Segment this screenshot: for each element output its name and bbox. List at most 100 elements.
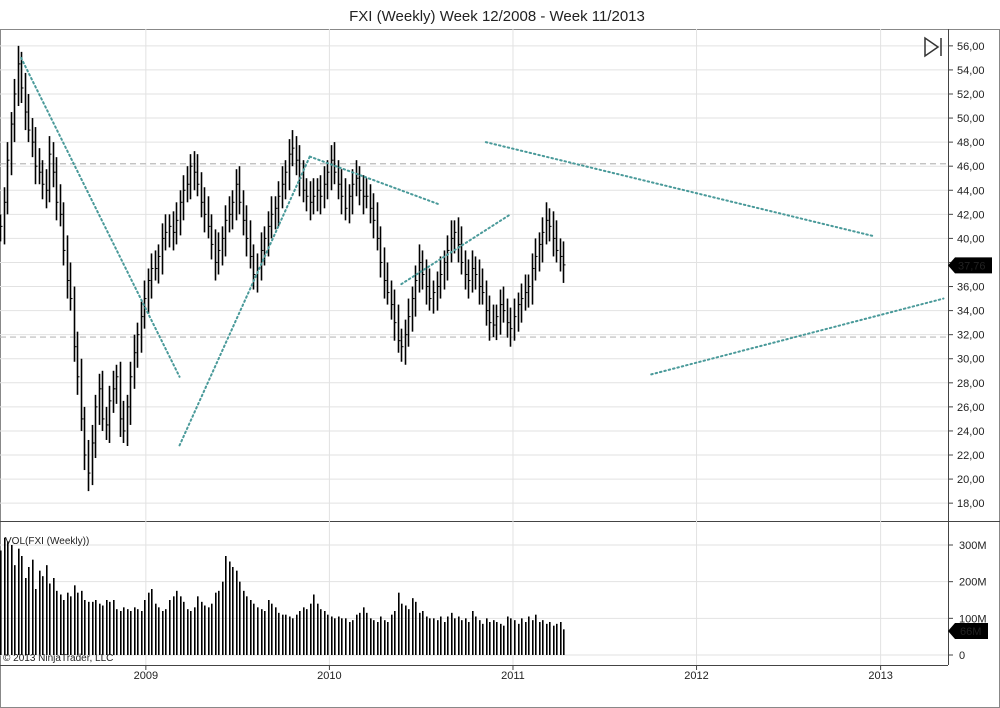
volume-bar <box>320 609 322 655</box>
time-tick-label: 2009 <box>134 670 158 682</box>
volume-bar <box>53 578 55 655</box>
volume-bar <box>510 618 512 655</box>
scroll-to-end-icon[interactable] <box>924 36 942 58</box>
volume-bar <box>253 603 255 655</box>
volume-bar <box>144 600 146 655</box>
price-tick-label: 56,00 <box>957 41 985 53</box>
volume-bar <box>503 625 505 655</box>
volume-bar <box>528 616 530 655</box>
volume-bar <box>560 622 562 655</box>
volume-bar <box>500 623 502 655</box>
volume-bar <box>444 622 446 655</box>
copyright-text: © 2013 NinjaTrader, LLC <box>3 653 113 664</box>
volume-bar <box>419 612 421 655</box>
volume-tick-label: 0 <box>959 650 965 662</box>
volume-bar <box>391 614 393 655</box>
volume-bar <box>539 622 541 655</box>
time-tick-label: 2012 <box>684 670 708 682</box>
volume-bar <box>296 614 298 655</box>
volume-bar <box>433 618 435 655</box>
volume-bar <box>169 600 171 655</box>
volume-bar <box>141 611 143 655</box>
volume-bar <box>458 616 460 655</box>
volume-bar <box>384 620 386 655</box>
volume-bar <box>387 622 389 655</box>
volume-bar <box>14 565 16 655</box>
volume-bar <box>25 578 27 655</box>
volume-bar <box>447 616 449 655</box>
volume-bar <box>187 609 189 655</box>
volume-bar <box>7 541 9 655</box>
volume-bar <box>521 618 523 655</box>
volume-bar <box>475 616 477 655</box>
volume-bar <box>63 600 65 655</box>
volume-bar <box>225 556 227 655</box>
volume-bar <box>496 622 498 655</box>
volume-bar <box>60 594 62 655</box>
volume-bar <box>81 590 83 655</box>
volume-bar <box>109 601 111 655</box>
volume-bar <box>92 601 94 655</box>
volume-bar <box>123 607 125 655</box>
volume-bar <box>359 612 361 655</box>
volume-bar <box>275 607 277 655</box>
volume-bar <box>264 611 266 655</box>
volume-bar <box>113 600 115 655</box>
volume-bar <box>331 616 333 655</box>
volume-bar <box>67 592 69 655</box>
time-tick-label: 2010 <box>317 670 341 682</box>
volume-bar <box>338 616 340 655</box>
volume-bar <box>257 607 259 655</box>
volume-bar <box>151 589 153 655</box>
volume-bar <box>324 611 326 655</box>
volume-bars <box>0 537 565 655</box>
volume-bar <box>507 616 509 655</box>
volume-bar <box>194 607 196 655</box>
volume-bar <box>165 609 167 655</box>
price-tick-label: 50,00 <box>957 113 985 125</box>
price-tick-label: 46,00 <box>957 161 985 173</box>
volume-bar <box>261 609 263 655</box>
volume-bar <box>440 616 442 655</box>
volume-bar <box>148 592 150 655</box>
volume-bar <box>130 611 132 655</box>
volume-bar <box>95 600 97 655</box>
volume-bar <box>88 601 90 655</box>
volume-bar <box>345 618 347 655</box>
volume-bar <box>299 611 301 655</box>
volume-bar <box>18 548 20 655</box>
volume-bar <box>380 616 382 655</box>
volume-bar <box>211 603 213 655</box>
volume-bar <box>451 612 453 655</box>
price-bars <box>0 45 566 492</box>
trendline <box>20 56 181 378</box>
price-tick-label: 28,00 <box>957 378 985 390</box>
volume-bar <box>489 622 491 655</box>
volume-bar <box>349 622 351 655</box>
volume-bar <box>215 592 217 655</box>
volume-bar <box>102 605 104 655</box>
volume-bar <box>208 607 210 655</box>
volume-bar <box>99 603 101 655</box>
volume-panel-label: VOL(FXI (Weekly)) <box>5 536 89 547</box>
price-tick-label: 48,00 <box>957 137 985 149</box>
price-tick-label: 26,00 <box>957 402 985 414</box>
time-tick-label: 2011 <box>501 670 525 682</box>
volume-bar <box>197 596 199 655</box>
volume-bar <box>366 612 368 655</box>
trendline <box>484 141 875 237</box>
price-tick-label: 30,00 <box>957 354 985 366</box>
volume-bar <box>285 614 287 655</box>
volume-bar <box>556 623 558 655</box>
volume-bar <box>401 603 403 655</box>
chart-title: FXI (Weekly) Week 12/2008 - Week 11/2013 <box>349 8 645 25</box>
volume-bar <box>232 567 234 655</box>
volume-bar <box>271 603 273 655</box>
volume-bar <box>180 596 182 655</box>
volume-bar <box>246 596 248 655</box>
volume-bar <box>116 609 118 655</box>
volume-bar <box>377 622 379 655</box>
price-tick-label: 20,00 <box>957 474 985 486</box>
